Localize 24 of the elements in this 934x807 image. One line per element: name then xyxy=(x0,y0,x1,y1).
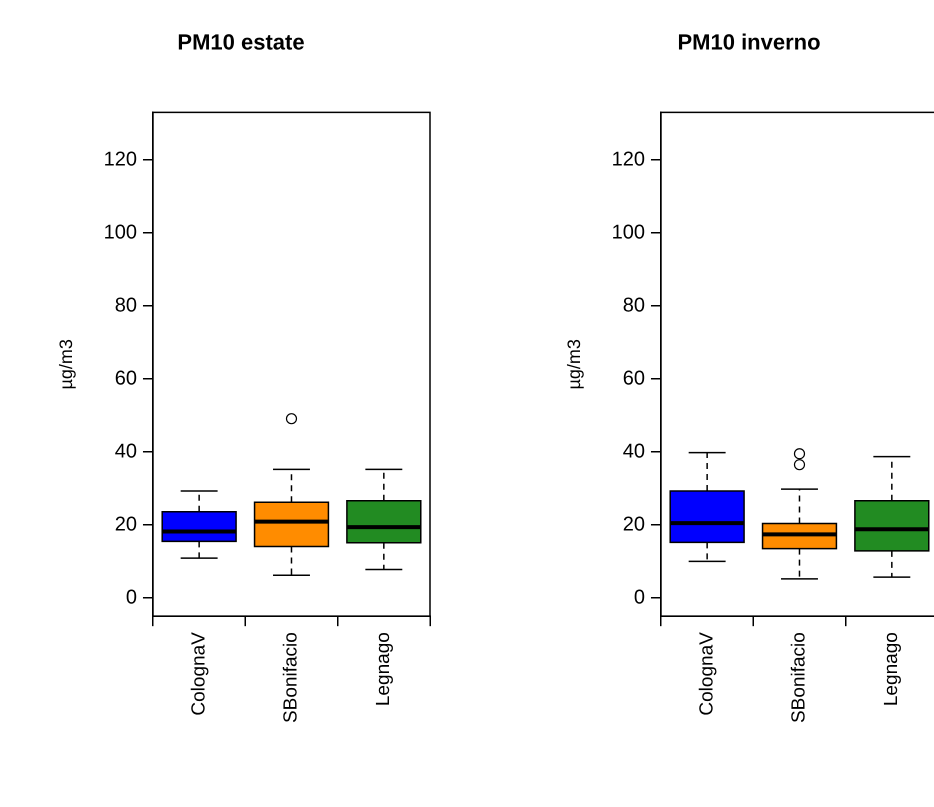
y-tick-label: 80 xyxy=(114,294,137,316)
y-tick-label: 60 xyxy=(622,367,645,390)
y-tick-label: 20 xyxy=(622,513,645,536)
y-tick-label: 0 xyxy=(634,586,645,608)
y-tick-label: 20 xyxy=(114,513,137,536)
x-tick-label: ColognaV xyxy=(696,632,718,716)
y-tick-label: 120 xyxy=(104,148,137,170)
y-tick-label: 120 xyxy=(612,148,645,170)
y-tick-label: 40 xyxy=(114,440,137,462)
y-tick-label: 80 xyxy=(622,294,645,316)
y-tick-label: 100 xyxy=(612,221,645,244)
y-tick-label: 40 xyxy=(622,440,645,462)
chart-title: PM10 inverno xyxy=(677,29,821,54)
y-axis-title: µg/m3 xyxy=(564,339,584,390)
chart-title: PM10 estate xyxy=(177,29,305,54)
y-tick-label: 60 xyxy=(114,367,137,390)
x-tick-label: ColognaV xyxy=(188,632,210,716)
y-tick-label: 100 xyxy=(104,221,137,244)
y-axis-title: µg/m3 xyxy=(56,339,76,390)
x-tick-label: Legnago xyxy=(881,632,902,706)
y-tick-label: 0 xyxy=(126,586,137,608)
x-tick-label: SBonifacio xyxy=(280,632,302,724)
x-tick-label: SBonifacio xyxy=(788,632,810,724)
x-tick-label: Legnago xyxy=(373,632,394,706)
